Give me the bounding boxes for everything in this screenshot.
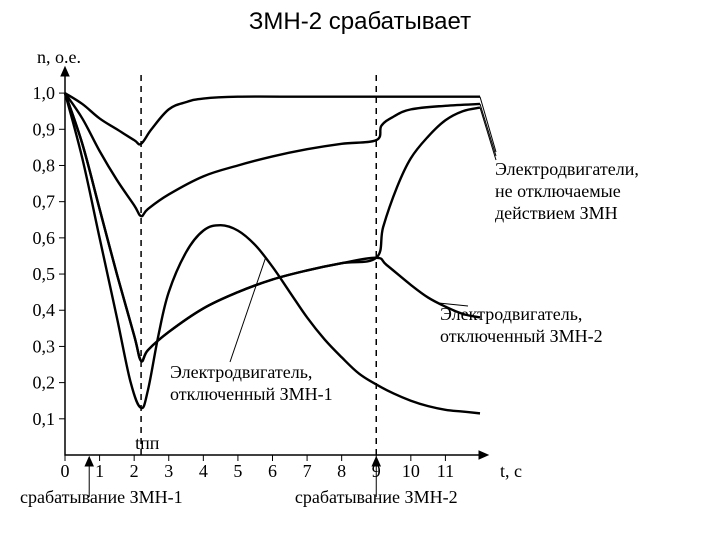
y-tick-label: 0,2 [33,373,56,393]
x-tick-label: 1 [95,461,104,481]
x-tick-label: 7 [303,461,312,481]
y-tick-label: 0,5 [33,264,56,284]
series-motor_not_disconnected_mid [65,93,480,216]
x-tick-label: 6 [268,461,277,481]
event-label: срабатывание ЗМН-1 [20,487,183,507]
event-arrowhead [85,457,93,466]
y-tick-label: 0,1 [33,409,56,429]
chart: 01234567891011t, с0,10,20,30,40,50,60,70… [0,0,720,540]
x-tick-label: 10 [402,461,420,481]
y-tick-label: 0,6 [33,228,56,248]
event-label: срабатывание ЗМН-2 [295,487,458,507]
series-motor_not_disconnected_low [65,93,480,361]
x-tick-label: 8 [337,461,346,481]
annotation-text: не отключаемые [495,181,621,201]
y-tick-label: 1,0 [33,83,56,103]
x-tick-label: 3 [164,461,173,481]
y-tick-label: 0,8 [33,155,56,175]
annotation-leader [480,108,496,160]
x-tick-label: 4 [199,461,208,481]
x-axis-arrow [479,451,488,459]
annotation-leader [480,97,496,152]
y-axis-arrow [61,67,69,76]
x-axis-label: t, с [500,461,522,481]
x-tick-label: 2 [130,461,139,481]
annotation-text: Электродвигатель, [170,362,312,382]
annotation-leader [230,258,266,362]
tpp-label: tпп [135,433,160,453]
annotation-text: Электродвигатели, [495,159,639,179]
series-motor_disconnected_zmn2 [65,93,480,361]
y-axis-label: n, о.е. [37,47,81,67]
y-tick-label: 0,3 [33,336,56,356]
series-motor_not_disconnected_top [65,93,480,144]
x-tick-label: 11 [437,461,454,481]
y-tick-label: 0,9 [33,119,56,139]
x-tick-label: 5 [233,461,242,481]
x-tick-label: 0 [61,461,70,481]
annotation-leader [480,104,496,156]
annotation-text: отключенный ЗМН-2 [440,326,603,346]
y-tick-label: 0,4 [33,300,56,320]
y-tick-label: 0,7 [33,192,56,212]
annotation-text: отключенный ЗМН-1 [170,384,333,404]
annotation-text: Электродвигатель, [440,304,582,324]
annotation-text: действием ЗМН [495,203,618,223]
